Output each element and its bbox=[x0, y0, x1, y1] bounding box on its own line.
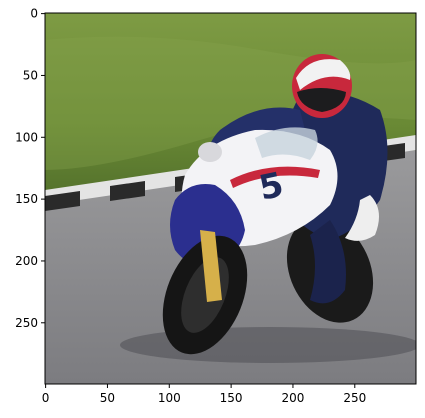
x-tick-label: 250 bbox=[343, 391, 366, 405]
axes-frame bbox=[44, 12, 417, 385]
x-axis: 0 50 100 150 200 250 bbox=[42, 384, 366, 405]
y-tick-label: 0 bbox=[30, 7, 38, 21]
front-fork bbox=[200, 230, 222, 302]
rider-glove bbox=[198, 142, 222, 162]
x-tick-label: 0 bbox=[42, 391, 50, 405]
rider-arm-white bbox=[345, 195, 379, 241]
y-tick-label: 50 bbox=[23, 68, 38, 82]
bike-shadow bbox=[120, 327, 416, 363]
y-tick-label: 250 bbox=[15, 316, 38, 330]
rider-leg bbox=[310, 220, 346, 304]
windscreen bbox=[255, 127, 318, 160]
photo: 5 bbox=[45, 13, 416, 384]
y-axis: 0 50 100 150 200 250 bbox=[15, 7, 45, 330]
helmet-visor bbox=[297, 88, 346, 112]
x-tick-label: 150 bbox=[220, 391, 243, 405]
y-tick-label: 100 bbox=[15, 130, 38, 144]
fairing-stripe bbox=[230, 166, 320, 188]
x-tick-label: 100 bbox=[158, 391, 181, 405]
x-tick-label: 200 bbox=[281, 391, 304, 405]
y-tick-label: 200 bbox=[15, 254, 38, 268]
helmet-white bbox=[296, 59, 351, 90]
x-tick-label: 50 bbox=[100, 391, 115, 405]
y-tick-label: 150 bbox=[15, 192, 38, 206]
